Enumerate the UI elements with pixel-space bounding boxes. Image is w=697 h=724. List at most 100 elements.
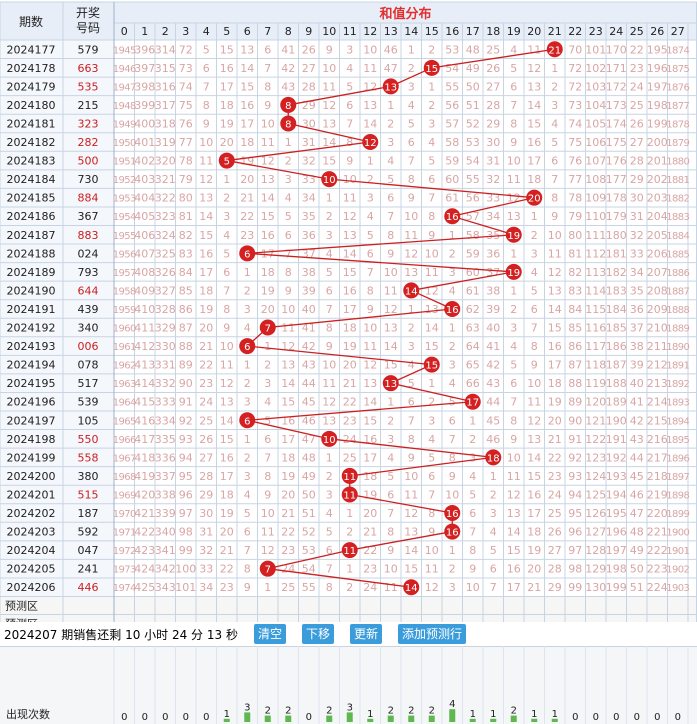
miss-count-cell: 50 [630, 563, 644, 576]
miss-count-cell: 19 [199, 303, 213, 316]
frequency-count-label: 3 [347, 702, 353, 713]
miss-count-cell: 5 [387, 470, 394, 483]
sum-column-header: 0 [121, 25, 128, 38]
miss-count-cell: 6 [510, 377, 517, 390]
miss-count-cell: 21 [527, 581, 541, 594]
miss-count-cell: 1 [244, 359, 251, 372]
miss-count-cell: 22 [343, 396, 357, 409]
miss-count-cell: 8 [531, 340, 538, 353]
miss-count-cell: 82 [568, 266, 582, 279]
miss-count-cell: 331 [155, 359, 176, 372]
miss-count-cell: 332 [155, 377, 176, 390]
miss-count-cell: 15 [220, 433, 234, 446]
miss-count-cell: 1896 [666, 453, 689, 464]
frequency-count-label: 0 [162, 712, 168, 723]
miss-count-cell: 197 [647, 80, 668, 93]
miss-count-cell: 187 [606, 359, 627, 372]
miss-count-cell: 25 [343, 451, 357, 464]
miss-count-cell: 78 [179, 155, 193, 168]
miss-count-cell: 17 [527, 155, 541, 168]
frequency-count-label: 1 [552, 709, 558, 720]
miss-count-cell: 21 [220, 544, 234, 557]
sum-ball-label: 20 [528, 194, 541, 205]
miss-count-cell: 5 [408, 117, 415, 130]
period-cell: 2024201 [7, 488, 56, 501]
miss-count-cell: 1882 [666, 194, 689, 205]
miss-count-cell: 10 [261, 507, 275, 520]
miss-count-cell: 3 [449, 266, 456, 279]
miss-count-cell: 13 [261, 173, 275, 186]
draw-number-cell: 367 [78, 210, 99, 223]
period-cell: 2024185 [7, 192, 56, 205]
sum-ball [485, 449, 502, 466]
frequency-bar [346, 712, 353, 722]
update-button[interactable]: 更新 [350, 624, 383, 644]
miss-count-cell: 207 [647, 266, 668, 279]
miss-count-cell: 49 [630, 544, 644, 557]
miss-count-cell: 15 [404, 563, 418, 576]
miss-count-cell: 77 [568, 173, 582, 186]
miss-count-cell: 18 [527, 173, 541, 186]
draw-number-cell: 663 [78, 62, 99, 75]
miss-count-cell: 1965 [113, 416, 136, 427]
miss-count-cell: 320 [155, 155, 176, 168]
miss-count-cell: 2 [510, 303, 517, 316]
miss-count-cell: 15 [261, 210, 275, 223]
miss-count-cell: 3 [531, 247, 538, 260]
miss-count-cell: 8 [428, 507, 435, 520]
miss-count-cell: 24 [199, 396, 213, 409]
miss-count-cell: 4 [490, 526, 497, 539]
miss-count-cell: 5 [326, 526, 333, 539]
miss-count-cell: 419 [134, 470, 155, 483]
add-forecast-row-button[interactable]: 添加预测行 [398, 624, 467, 644]
miss-count-cell: 9 [264, 99, 271, 112]
frequency-count-label: 0 [593, 712, 599, 723]
miss-count-cell: 35 [302, 210, 316, 223]
sum-ball-label: 16 [446, 509, 459, 520]
miss-count-cell: 11 [527, 43, 541, 56]
miss-count-cell: 81 [568, 247, 582, 260]
miss-count-cell: 2 [285, 155, 292, 168]
miss-count-cell: 1964 [113, 398, 136, 409]
miss-count-cell: 117 [585, 340, 606, 353]
miss-count-cell: 327 [155, 284, 176, 297]
miss-count-cell: 1884 [666, 231, 689, 242]
miss-count-cell: 9 [531, 359, 538, 372]
miss-count-cell: 41 [630, 396, 644, 409]
miss-count-cell: 31 [302, 136, 316, 149]
miss-count-cell: 6 [490, 563, 497, 576]
miss-count-cell: 43 [630, 433, 644, 446]
miss-count-cell: 29 [199, 488, 213, 501]
miss-count-cell: 121 [585, 414, 606, 427]
miss-count-cell: 19 [548, 396, 562, 409]
miss-count-cell: 6 [510, 80, 517, 93]
miss-count-cell: 1876 [666, 82, 689, 93]
miss-count-cell: 22 [281, 526, 295, 539]
miss-count-cell: 48 [466, 43, 480, 56]
sum-ball-label: 10 [323, 175, 336, 186]
miss-count-cell: 405 [134, 210, 155, 223]
miss-count-cell: 43 [302, 359, 316, 372]
sum-ball [505, 226, 522, 243]
sum-column-header: 7 [264, 25, 271, 38]
move-down-button[interactable]: 下移 [301, 624, 334, 644]
sum-ball-label: 14 [405, 583, 418, 594]
miss-count-cell: 6 [469, 507, 476, 520]
clear-button[interactable]: 清空 [253, 624, 286, 644]
miss-count-cell: 183 [606, 284, 627, 297]
miss-count-cell: 16 [343, 284, 357, 297]
miss-count-cell: 203 [647, 192, 668, 205]
miss-count-cell: 38 [302, 266, 316, 279]
sum-column-header: 20 [527, 25, 541, 38]
miss-count-cell: 29 [630, 173, 644, 186]
miss-count-cell: 90 [179, 377, 193, 390]
miss-count-cell: 2 [387, 414, 394, 427]
miss-count-cell: 74 [179, 80, 193, 93]
frequency-count-label: 1 [224, 709, 230, 720]
miss-count-cell: 1 [264, 340, 271, 353]
miss-count-cell: 25 [486, 43, 500, 56]
miss-count-cell: 11 [199, 155, 213, 168]
period-cell: 2024206 [7, 581, 56, 594]
sum-column-header: 6 [244, 25, 251, 38]
